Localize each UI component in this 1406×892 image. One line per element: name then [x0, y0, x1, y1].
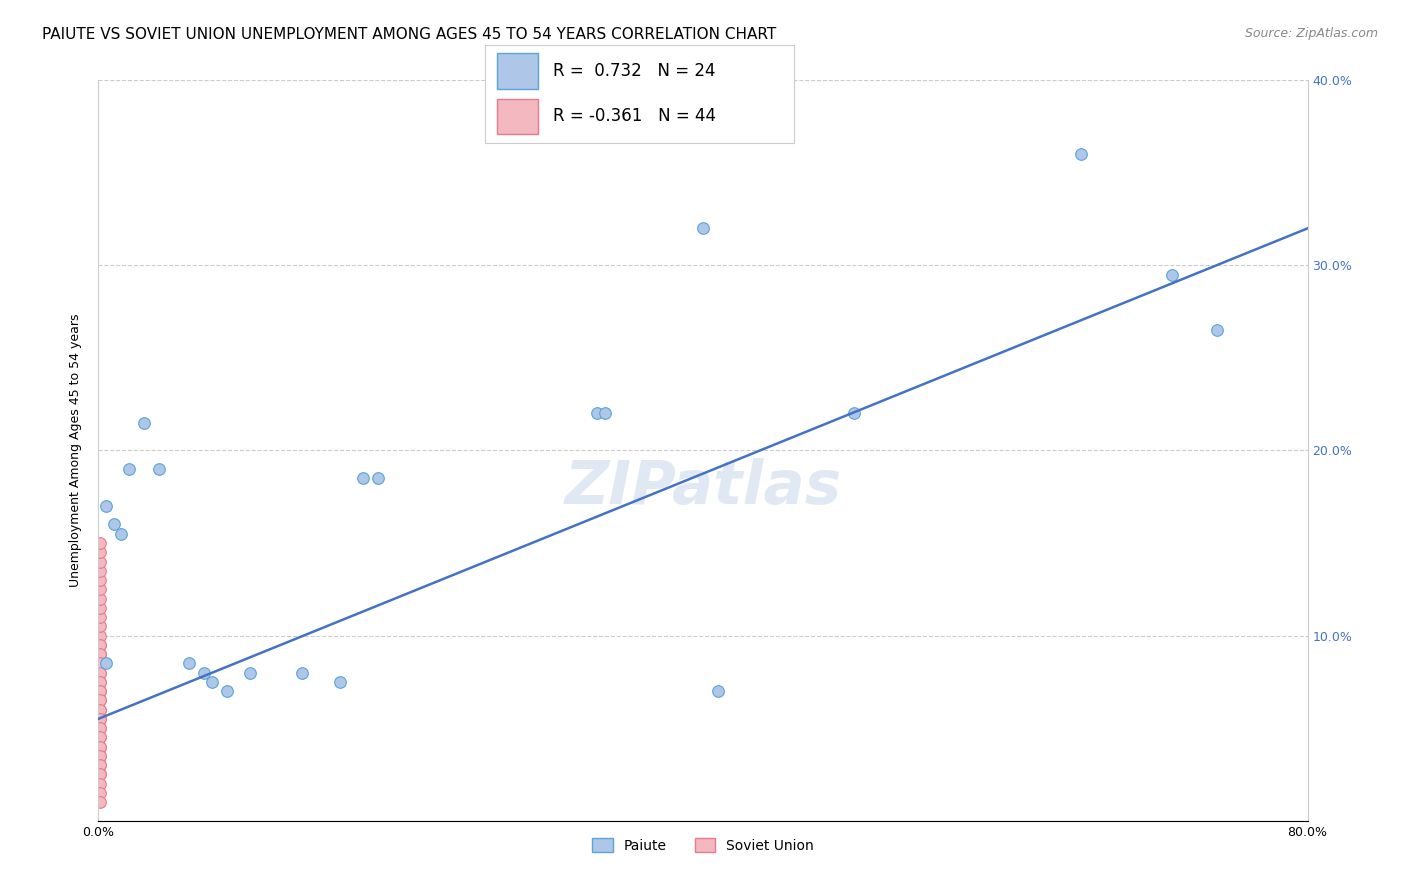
Point	[89, 731, 111, 745]
Point	[291, 665, 314, 680]
Point	[94, 657, 117, 671]
Point	[89, 545, 111, 559]
Point	[89, 657, 111, 671]
Point	[89, 638, 111, 652]
Text: ZIPatlas: ZIPatlas	[564, 458, 842, 517]
Point	[89, 758, 111, 772]
Point	[110, 526, 132, 541]
Point	[89, 564, 111, 578]
Point	[89, 591, 111, 606]
Point	[89, 693, 111, 707]
Point	[89, 786, 111, 800]
Text: PAIUTE VS SOVIET UNION UNEMPLOYMENT AMONG AGES 45 TO 54 YEARS CORRELATION CHART: PAIUTE VS SOVIET UNION UNEMPLOYMENT AMON…	[42, 27, 776, 42]
Point	[89, 674, 111, 689]
Point	[89, 647, 111, 661]
Legend: Paiute, Soviet Union: Paiute, Soviet Union	[586, 832, 820, 858]
Point	[89, 739, 111, 754]
Point	[89, 674, 111, 689]
Point	[89, 795, 111, 809]
Y-axis label: Unemployment Among Ages 45 to 54 years: Unemployment Among Ages 45 to 54 years	[69, 314, 83, 587]
Point	[239, 665, 262, 680]
Point	[89, 731, 111, 745]
Point	[89, 554, 111, 569]
Point	[132, 416, 155, 430]
Point	[118, 462, 141, 476]
Point	[89, 703, 111, 717]
Point	[89, 776, 111, 791]
Point	[89, 721, 111, 735]
Point	[215, 684, 238, 698]
Point	[89, 693, 111, 707]
Text: Source: ZipAtlas.com: Source: ZipAtlas.com	[1244, 27, 1378, 40]
Point	[1160, 268, 1182, 282]
Point	[193, 665, 215, 680]
Point	[89, 665, 111, 680]
Point	[89, 665, 111, 680]
Point	[89, 721, 111, 735]
Point	[89, 703, 111, 717]
Point	[89, 767, 111, 781]
Point	[593, 407, 616, 421]
Text: R = -0.361   N = 44: R = -0.361 N = 44	[553, 107, 716, 125]
Point	[329, 674, 352, 689]
Bar	[498, 54, 537, 89]
Point	[692, 221, 714, 235]
Point	[367, 471, 389, 485]
Point	[89, 684, 111, 698]
Point	[89, 767, 111, 781]
Point	[89, 712, 111, 726]
Point	[89, 758, 111, 772]
Point	[89, 657, 111, 671]
Point	[89, 739, 111, 754]
Point	[89, 619, 111, 633]
Point	[89, 628, 111, 642]
Point	[586, 407, 609, 421]
Point	[89, 600, 111, 615]
Bar	[498, 99, 537, 134]
Point	[707, 684, 730, 698]
Point	[844, 407, 866, 421]
Point	[89, 638, 111, 652]
Point	[89, 582, 111, 597]
Point	[1206, 323, 1229, 337]
Point	[352, 471, 374, 485]
Point	[89, 748, 111, 763]
Point	[179, 657, 201, 671]
Point	[89, 573, 111, 587]
Point	[148, 462, 170, 476]
Point	[89, 610, 111, 624]
Point	[89, 647, 111, 661]
Point	[89, 748, 111, 763]
Point	[201, 674, 224, 689]
Point	[89, 712, 111, 726]
Point	[1070, 147, 1092, 161]
Point	[89, 684, 111, 698]
Point	[103, 517, 125, 532]
Text: R =  0.732   N = 24: R = 0.732 N = 24	[553, 62, 716, 80]
Point	[94, 499, 117, 513]
Point	[89, 536, 111, 550]
